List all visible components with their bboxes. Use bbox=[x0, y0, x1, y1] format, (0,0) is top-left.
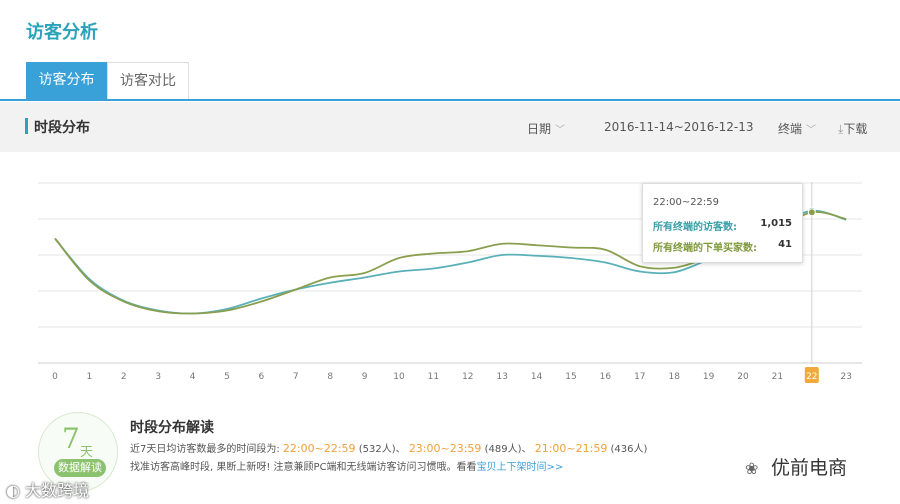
x-tick-label: 4 bbox=[190, 372, 196, 382]
peak-time-1: 22:00~22:59 bbox=[282, 442, 356, 455]
advice-text: 找准访客高峰时段, 果断上新呀! 注意兼顾PC端和无线端访客访问习惯哦。看看 bbox=[130, 462, 477, 473]
data-badge bbox=[38, 412, 118, 492]
tooltip-label: 所有终端的访客数: bbox=[653, 222, 737, 233]
date-range[interactable]: 2016-11-14~2016-12-13 bbox=[604, 120, 754, 134]
section-accent bbox=[25, 118, 28, 134]
section-header: 时段分布 日期 ﹀ 2016-11-14~2016-12-13 终端 ﹀ ⤓下载 bbox=[0, 102, 900, 152]
x-tick-label: 2 bbox=[121, 372, 127, 382]
x-tick-label: 19 bbox=[703, 372, 715, 382]
interpretation-line-2: 找准访客高峰时段, 果断上新呀! 注意兼顾PC端和无线端访客访问习惯哦。看看宝贝… bbox=[130, 458, 563, 473]
date-label: 日期 bbox=[527, 122, 552, 136]
x-tick-label: 11 bbox=[428, 372, 439, 382]
x-tick-label: 7 bbox=[293, 372, 299, 382]
peak-count-2: (489人)、 bbox=[484, 444, 532, 455]
x-tick-label: 6 bbox=[259, 372, 265, 382]
x-tick-label: 17 bbox=[634, 372, 645, 382]
x-tick-label: 18 bbox=[668, 372, 680, 382]
peak-count-1: (532人)、 bbox=[358, 444, 406, 455]
x-tick-label: 21 bbox=[772, 372, 783, 382]
x-tick-label: 1 bbox=[87, 372, 93, 382]
x-tick-label: 8 bbox=[327, 372, 333, 382]
chevron-down-icon: ﹀ bbox=[806, 125, 817, 136]
tab-visitor-comparison[interactable]: 访客对比 bbox=[107, 62, 189, 99]
tooltip-row-buyers: 所有终端的下单买家数: 41 bbox=[653, 239, 792, 254]
terminal-label: 终端 bbox=[778, 122, 803, 136]
tooltip-value: 41 bbox=[778, 239, 792, 250]
tab-bar: 访客分布 访客对比 bbox=[0, 62, 900, 101]
x-tick-label: 10 bbox=[393, 372, 405, 382]
page-title: 访客分析 bbox=[26, 22, 98, 43]
x-tick-label: 5 bbox=[224, 372, 230, 382]
x-tick-label: 20 bbox=[737, 372, 749, 382]
watermark-left-text: 大数跨境 bbox=[25, 481, 90, 500]
badge-unit: 天 bbox=[80, 445, 94, 460]
x-tick-label: 15 bbox=[565, 372, 576, 382]
watermark-right-text: 优前电商 bbox=[771, 457, 848, 479]
download-label: 下载 bbox=[843, 122, 868, 136]
x-tick-label: 13 bbox=[496, 372, 507, 382]
peak-time-2: 23:00~23:59 bbox=[408, 442, 482, 455]
download-button[interactable]: ⤓下载 bbox=[838, 120, 867, 137]
chevron-down-icon: ﹀ bbox=[555, 125, 566, 136]
badge-label: 数据解读 bbox=[54, 459, 106, 477]
tooltip-time: 22:00~22:59 bbox=[653, 197, 720, 208]
highlight-tick-bg bbox=[804, 367, 819, 383]
peak-intro: 近7天日均访客数最多的时间段为: bbox=[130, 444, 280, 455]
watermark-logo-icon: ◐ bbox=[6, 481, 26, 500]
listing-time-link[interactable]: 宝贝上下架时间>> bbox=[476, 462, 564, 473]
download-icon: ⤓ bbox=[838, 122, 844, 136]
x-tick-label: 14 bbox=[531, 372, 543, 382]
interpretation-title: 时段分布解读 bbox=[130, 420, 214, 436]
section-title: 时段分布 bbox=[34, 120, 90, 136]
terminal-dropdown[interactable]: 终端 ﹀ bbox=[778, 120, 816, 137]
watermark-right: ❀ 优前电商 bbox=[745, 453, 847, 480]
date-dropdown[interactable]: 日期 ﹀ bbox=[527, 120, 565, 137]
watermark-left: ◐ 大数跨境 bbox=[6, 477, 89, 501]
x-tick-label: 12 bbox=[462, 372, 473, 382]
x-tick-label: 23 bbox=[840, 372, 851, 382]
interpretation-line-1: 近7天日均访客数最多的时间段为: 22:00~22:59 (532人)、 23:… bbox=[130, 440, 647, 455]
peak-count-3: (436人) bbox=[610, 444, 648, 455]
series-point-2 bbox=[807, 208, 816, 217]
chart-tooltip: 22:00~22:59 所有终端的访客数: 1,015 所有终端的下单买家数: … bbox=[642, 183, 803, 263]
tooltip-label: 所有终端的下单买家数: bbox=[653, 243, 757, 254]
badge-number: 7 bbox=[62, 422, 80, 455]
x-tick-label: 16 bbox=[600, 372, 612, 382]
tab-visitor-distribution[interactable]: 访客分布 bbox=[26, 62, 107, 99]
peak-time-3: 21:00~21:59 bbox=[534, 442, 608, 455]
tooltip-value: 1,015 bbox=[760, 218, 792, 229]
x-tick-label: 0 bbox=[52, 372, 58, 382]
wechat-icon: ❀ bbox=[745, 459, 759, 478]
tooltip-row-visitors: 所有终端的访客数: 1,015 bbox=[653, 218, 792, 233]
x-tick-label: 9 bbox=[362, 372, 368, 382]
x-tick-label: 22 bbox=[806, 372, 817, 382]
x-tick-label: 3 bbox=[155, 372, 161, 382]
